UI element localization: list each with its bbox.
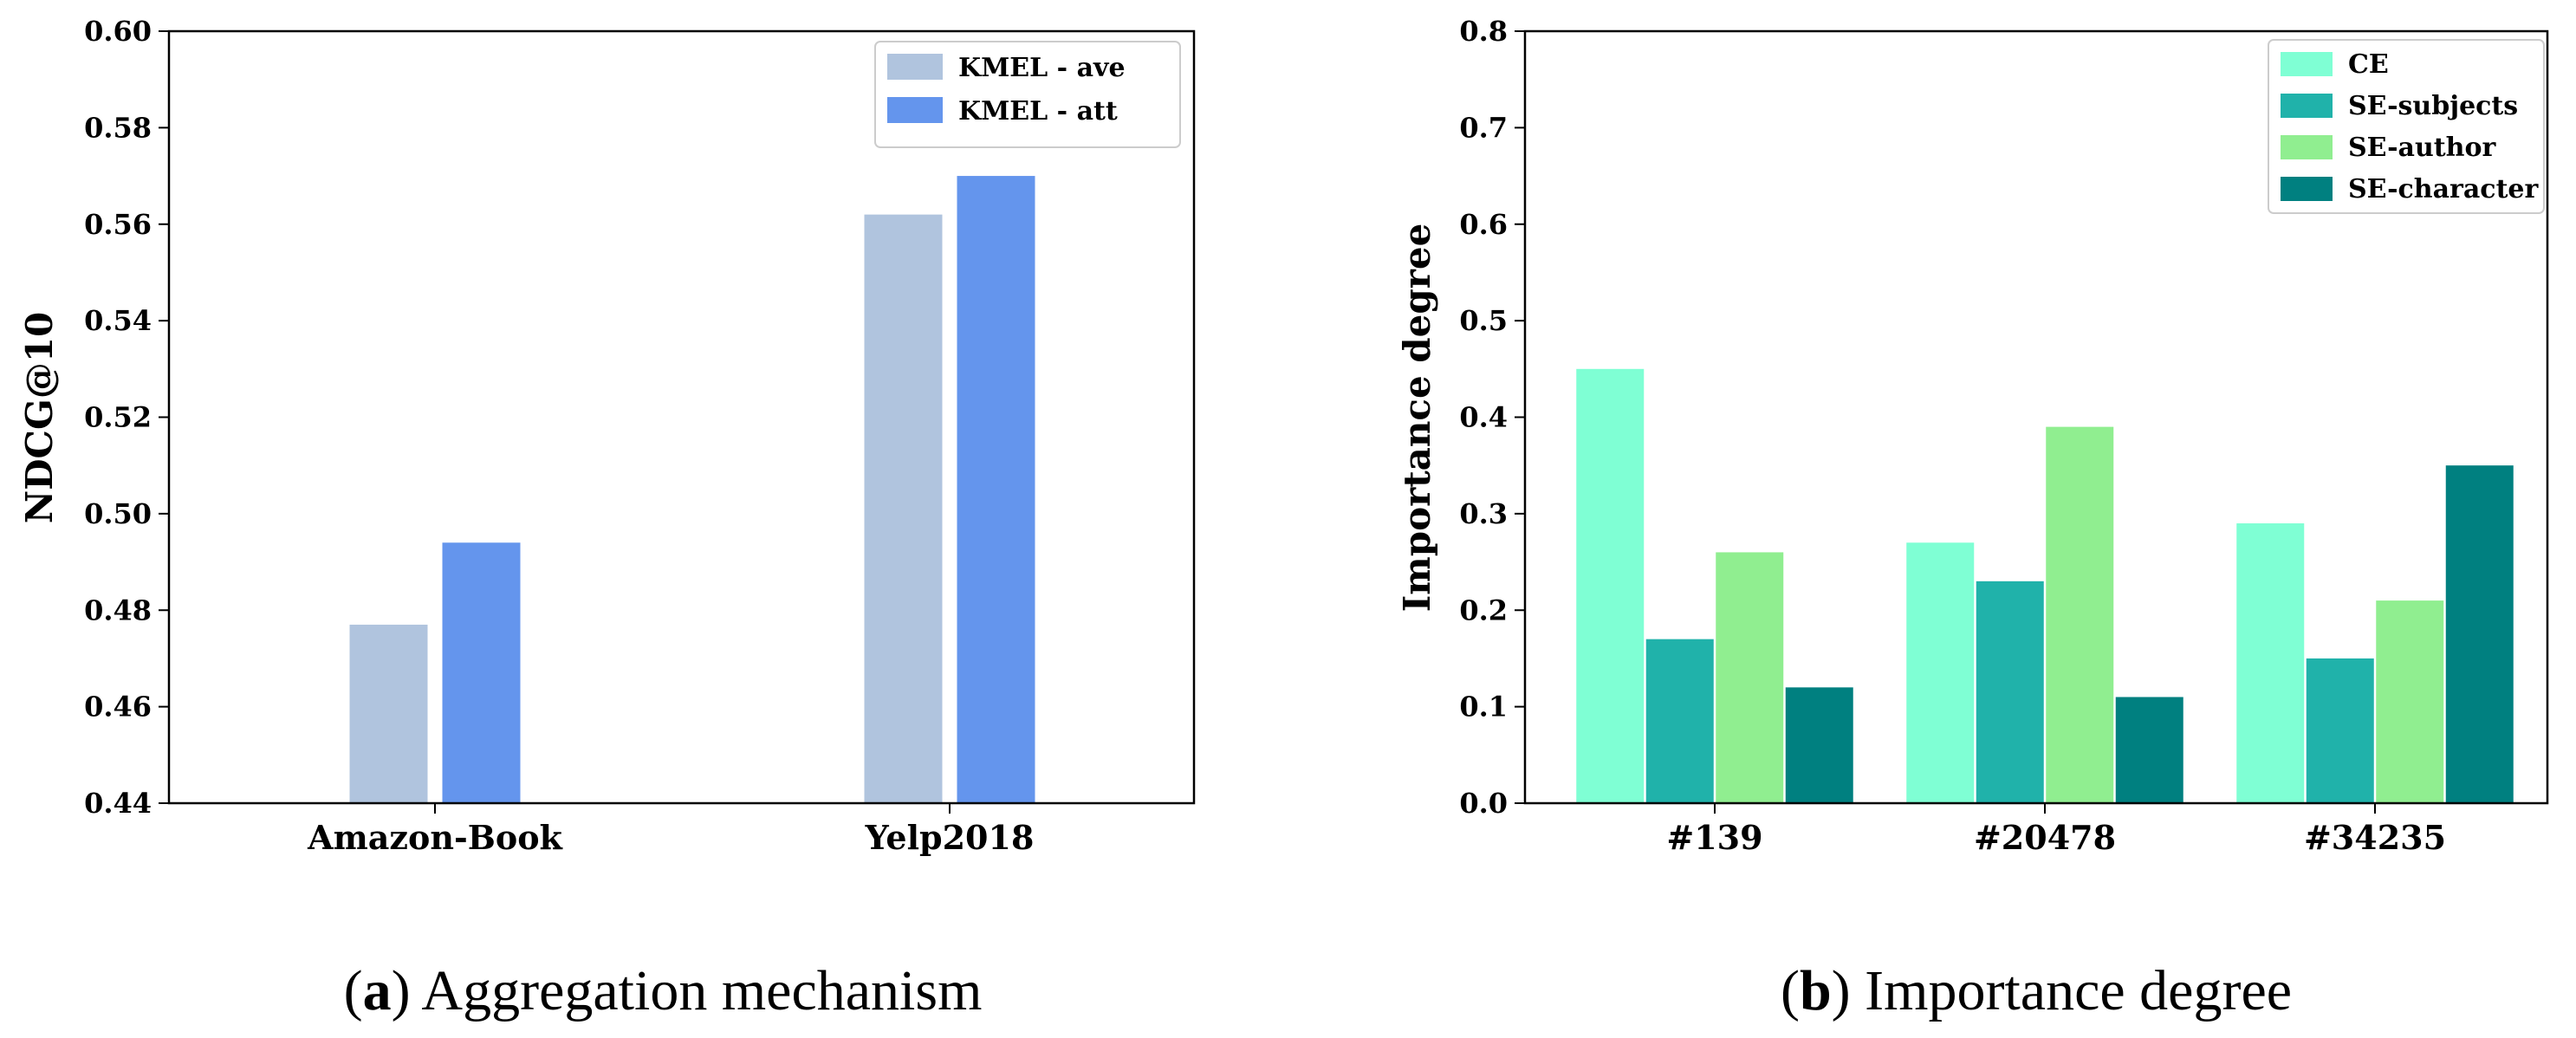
legend-swatch xyxy=(2281,177,2333,201)
y-tick-label: 0.54 xyxy=(84,304,152,337)
bar-ce--139 xyxy=(1576,368,1645,803)
y-tick-label: 0.60 xyxy=(84,15,152,48)
bar-se-character--34235 xyxy=(2445,465,2514,803)
x-tick-label: #139 xyxy=(1666,818,1762,857)
bar-se-subjects--20478 xyxy=(1976,581,2044,803)
y-tick-label: 0.46 xyxy=(84,691,152,723)
legend-swatch xyxy=(2281,135,2333,159)
legend-box xyxy=(2268,39,2545,214)
caption: (a) Aggregation mechanism xyxy=(344,959,983,1022)
bar-kmel-att-amazon-book xyxy=(442,542,521,803)
legend-label: SE-author xyxy=(2348,133,2496,163)
legend-swatch xyxy=(887,97,943,123)
y-axis-title: NDCG@10 xyxy=(18,312,61,524)
y-tick-label: 0.2 xyxy=(1459,594,1508,626)
y-tick-label: 0.5 xyxy=(1459,304,1508,337)
bar-kmel-att-yelp2018 xyxy=(957,176,1035,803)
legend-swatch xyxy=(2281,94,2333,118)
legend-label: SE-character xyxy=(2348,174,2540,204)
caption-close-paren: ) xyxy=(392,959,422,1022)
y-tick-label: 0.4 xyxy=(1459,401,1508,434)
y-tick-label: 0.1 xyxy=(1459,691,1508,723)
y-tick-label: 0.7 xyxy=(1459,111,1508,144)
bar-se-character--139 xyxy=(1785,687,1853,803)
bar-se-character--20478 xyxy=(2115,697,2183,803)
y-tick-label: 0.52 xyxy=(84,401,152,434)
legend: KMEL - ave KMEL - att xyxy=(874,41,1181,148)
y-tick-label: 0.48 xyxy=(84,594,152,626)
bar-se-subjects--139 xyxy=(1645,639,1714,803)
caption-letter: b xyxy=(1800,959,1832,1022)
plot-frame xyxy=(1523,29,2549,805)
chart-a: 0.44 0.46 0.48 0.50 0.52 0.54 0.56 0.58 0.60 Amaz… xyxy=(18,15,1196,1022)
y-tick-label: 0.6 xyxy=(1459,208,1508,241)
x-tick-label: Yelp2018 xyxy=(865,818,1035,857)
y-tick-label: 0.0 xyxy=(1459,787,1508,820)
caption-text: Aggregation mechanism xyxy=(421,959,982,1022)
bar-se-author--34235 xyxy=(2376,600,2444,803)
y-tick-label: 0.58 xyxy=(84,111,152,144)
chart-b: 0.0 0.1 0.2 0.3 0.4 0.5 0.6 0.7 0.8 #139 #20478 #34… xyxy=(1396,15,2549,1022)
legend-label: CE xyxy=(2348,49,2389,80)
y-tick-label: 0.56 xyxy=(84,208,152,241)
bar-se-author--139 xyxy=(1716,552,1784,803)
bar-kmel-ave-amazon-book xyxy=(349,624,428,803)
legend-label: KMEL - att xyxy=(958,96,1118,127)
caption-open-paren: ( xyxy=(344,959,363,1022)
bar-se-subjects--34235 xyxy=(2306,658,2374,803)
caption-open-paren: ( xyxy=(1781,959,1800,1022)
legend-box xyxy=(874,41,1181,148)
legend-swatch xyxy=(2281,52,2333,76)
caption-text: Importance degree xyxy=(1865,959,2292,1022)
y-tick-label: 0.50 xyxy=(84,497,152,530)
x-tick-label: Amazon-Book xyxy=(307,818,562,857)
legend-label: SE-subjects xyxy=(2348,91,2518,121)
x-tick-label: #20478 xyxy=(1974,818,2116,857)
caption: (b) Importance degree xyxy=(1781,959,2292,1022)
caption-close-paren: ) xyxy=(1832,959,1865,1022)
bar-kmel-ave-yelp2018 xyxy=(864,214,943,804)
legend: CE SE-subjects SE-author SE-character xyxy=(2268,39,2545,214)
y-tick-label: 0.8 xyxy=(1459,15,1508,48)
y-tick-label: 0.3 xyxy=(1459,497,1508,530)
y-tick-label: 0.44 xyxy=(84,787,152,820)
plot-frame xyxy=(167,29,1196,805)
legend-label: KMEL - ave xyxy=(958,53,1126,83)
y-axis-title: Importance degree xyxy=(1396,224,1438,613)
legend-swatch xyxy=(887,54,943,80)
bar-ce--34235 xyxy=(2236,523,2305,803)
bar-se-author--20478 xyxy=(2046,426,2114,803)
caption-letter: a xyxy=(363,959,392,1022)
bar-ce--20478 xyxy=(1906,542,1975,803)
x-tick-label: #34235 xyxy=(2304,818,2446,857)
